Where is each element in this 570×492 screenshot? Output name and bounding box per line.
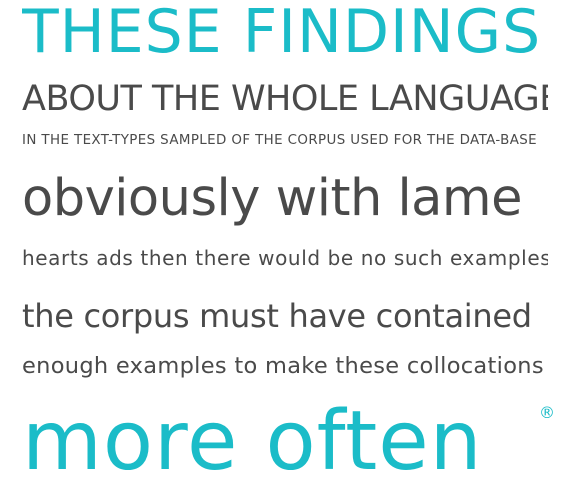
registered-trademark-mark: ®	[539, 403, 555, 422]
specimen-line-large-lowercase: obviously with lame	[22, 169, 522, 228]
specimen-line-subheadline: ABOUT THE WHOLE LANGUAGE	[22, 79, 548, 119]
specimen-line-medium-lowercase: the corpus must have contained	[22, 297, 532, 335]
specimen-line-body-lowercase: enough examples to make these collocatio…	[22, 353, 544, 379]
specimen-line-headline: THESE FINDINGS	[22, 0, 542, 67]
specimen-line-small-caps: IN THE TEXT-TYPES SAMPLED OF THE CORPUS …	[22, 133, 538, 148]
specimen-line-small-lowercase: hearts ads then there would be no such e…	[22, 246, 548, 270]
specimen-line-display: more often	[22, 394, 483, 489]
